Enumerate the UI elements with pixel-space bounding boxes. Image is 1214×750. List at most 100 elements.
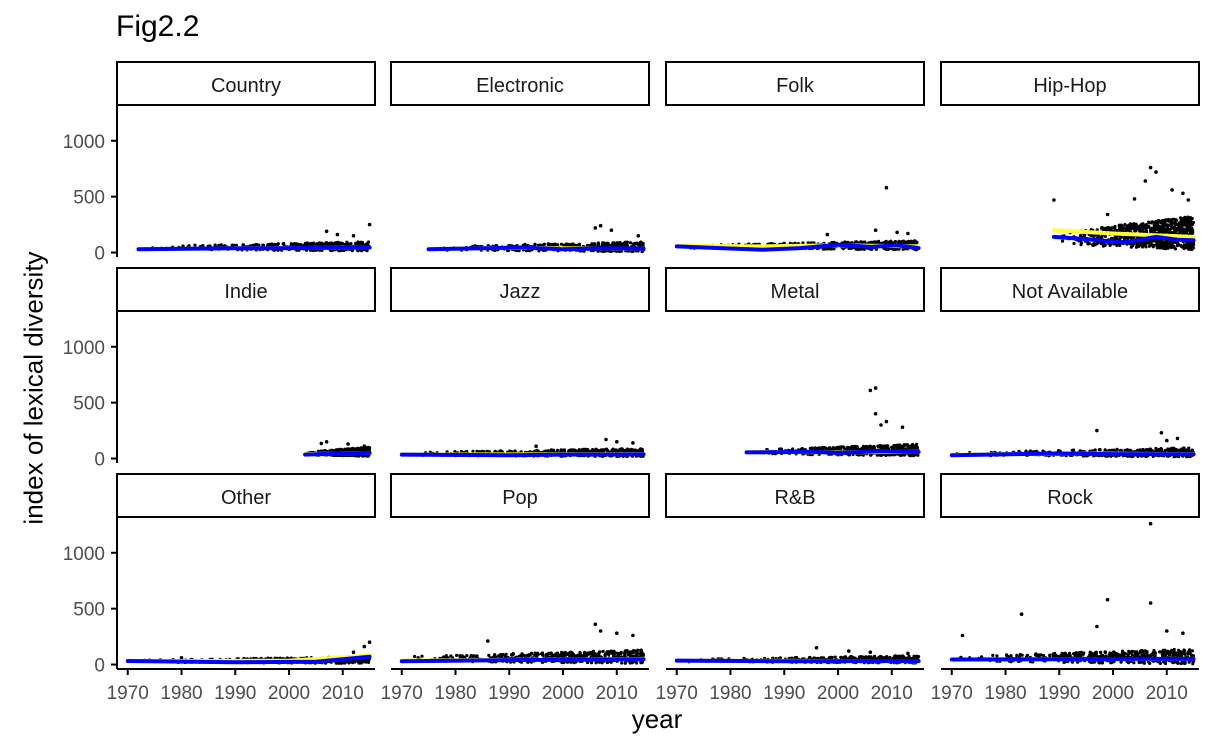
data-point [591, 244, 596, 248]
data-point [621, 242, 625, 246]
data-point [351, 650, 356, 654]
data-point [307, 242, 311, 246]
data-point [594, 448, 598, 452]
data-point [1121, 227, 1125, 231]
data-point [609, 228, 614, 232]
data-point [1119, 448, 1123, 452]
data-point [1140, 229, 1144, 233]
data-point [1159, 431, 1164, 435]
data-point [1086, 242, 1090, 246]
data-point [522, 653, 526, 658]
data-point [564, 242, 569, 246]
data-point [348, 447, 352, 451]
data-point [625, 649, 629, 653]
data-point [898, 443, 902, 447]
data-point [630, 650, 634, 654]
loess-line-country [136, 245, 372, 252]
data-point [604, 448, 608, 452]
data-point [633, 448, 637, 452]
data-point [900, 425, 905, 430]
data-point [1149, 221, 1153, 225]
data-point [896, 655, 900, 659]
data-point [1191, 220, 1196, 225]
loess-line-pop [399, 657, 646, 664]
data-point [885, 445, 889, 449]
chart-title: Fig2.2 [116, 10, 200, 43]
data-point [567, 242, 571, 246]
data-point [501, 652, 505, 657]
data-point [533, 653, 537, 657]
data-point [1175, 436, 1180, 441]
data-point [367, 640, 372, 644]
data-point [536, 243, 541, 247]
data-point [600, 661, 604, 665]
data-point [1141, 245, 1145, 249]
data-point [234, 243, 238, 247]
data-point [1173, 247, 1178, 251]
data-point [1165, 223, 1169, 227]
data-point [837, 445, 842, 449]
data-point [550, 653, 555, 657]
data-point [337, 249, 341, 253]
data-point [1174, 226, 1178, 230]
data-point [1163, 243, 1167, 248]
facet-label-rock: Rock [1047, 487, 1094, 509]
data-point [1132, 224, 1136, 228]
data-point [906, 231, 910, 236]
data-point [807, 656, 812, 660]
data-point [1160, 227, 1164, 232]
data-point [455, 653, 459, 658]
y-tick-label: 1000 [63, 338, 105, 359]
data-point [513, 449, 517, 453]
data-point [869, 655, 873, 659]
data-point [529, 652, 533, 656]
data-point [820, 446, 824, 450]
data-point [899, 453, 903, 457]
data-point [845, 447, 849, 451]
y-tick-label: 0 [94, 244, 105, 265]
data-point [593, 226, 598, 230]
data-point [1170, 188, 1174, 192]
data-point [324, 229, 329, 234]
loess-line-jazz [399, 452, 646, 458]
data-point [868, 650, 873, 654]
data-point [604, 243, 608, 247]
data-point [624, 240, 628, 244]
data-point [813, 446, 817, 450]
data-point [1112, 225, 1116, 230]
data-point [357, 661, 361, 665]
x-tick-label: 1980 [709, 683, 751, 704]
data-point [567, 449, 571, 453]
data-point [1092, 241, 1096, 246]
loess-line-not-available [949, 451, 1196, 458]
data-point [810, 446, 814, 450]
data-point [636, 648, 640, 652]
data-point [906, 239, 911, 243]
loess-line-indie [303, 450, 372, 457]
data-point [879, 453, 883, 457]
data-point [620, 661, 624, 665]
data-point [413, 654, 417, 659]
facet-label-jazz: Jazz [499, 281, 540, 303]
data-point [884, 419, 889, 424]
data-point [616, 651, 620, 656]
data-point [1148, 241, 1152, 245]
data-point [640, 250, 644, 254]
data-point [187, 244, 191, 248]
data-point [420, 654, 424, 658]
data-point [847, 649, 851, 653]
data-point [1083, 233, 1087, 238]
data-point [547, 242, 551, 246]
data-point [894, 247, 898, 251]
data-point [1180, 221, 1185, 225]
data-point [362, 444, 367, 449]
facet-label-other: Other [221, 487, 271, 509]
data-point [1164, 247, 1168, 251]
data-point [1191, 230, 1195, 234]
data-point [348, 660, 352, 664]
facet-label-not-available: Not Available [1012, 281, 1128, 303]
data-point [559, 242, 564, 246]
data-point [1149, 448, 1153, 452]
data-point [324, 440, 329, 444]
data-point [888, 240, 892, 244]
